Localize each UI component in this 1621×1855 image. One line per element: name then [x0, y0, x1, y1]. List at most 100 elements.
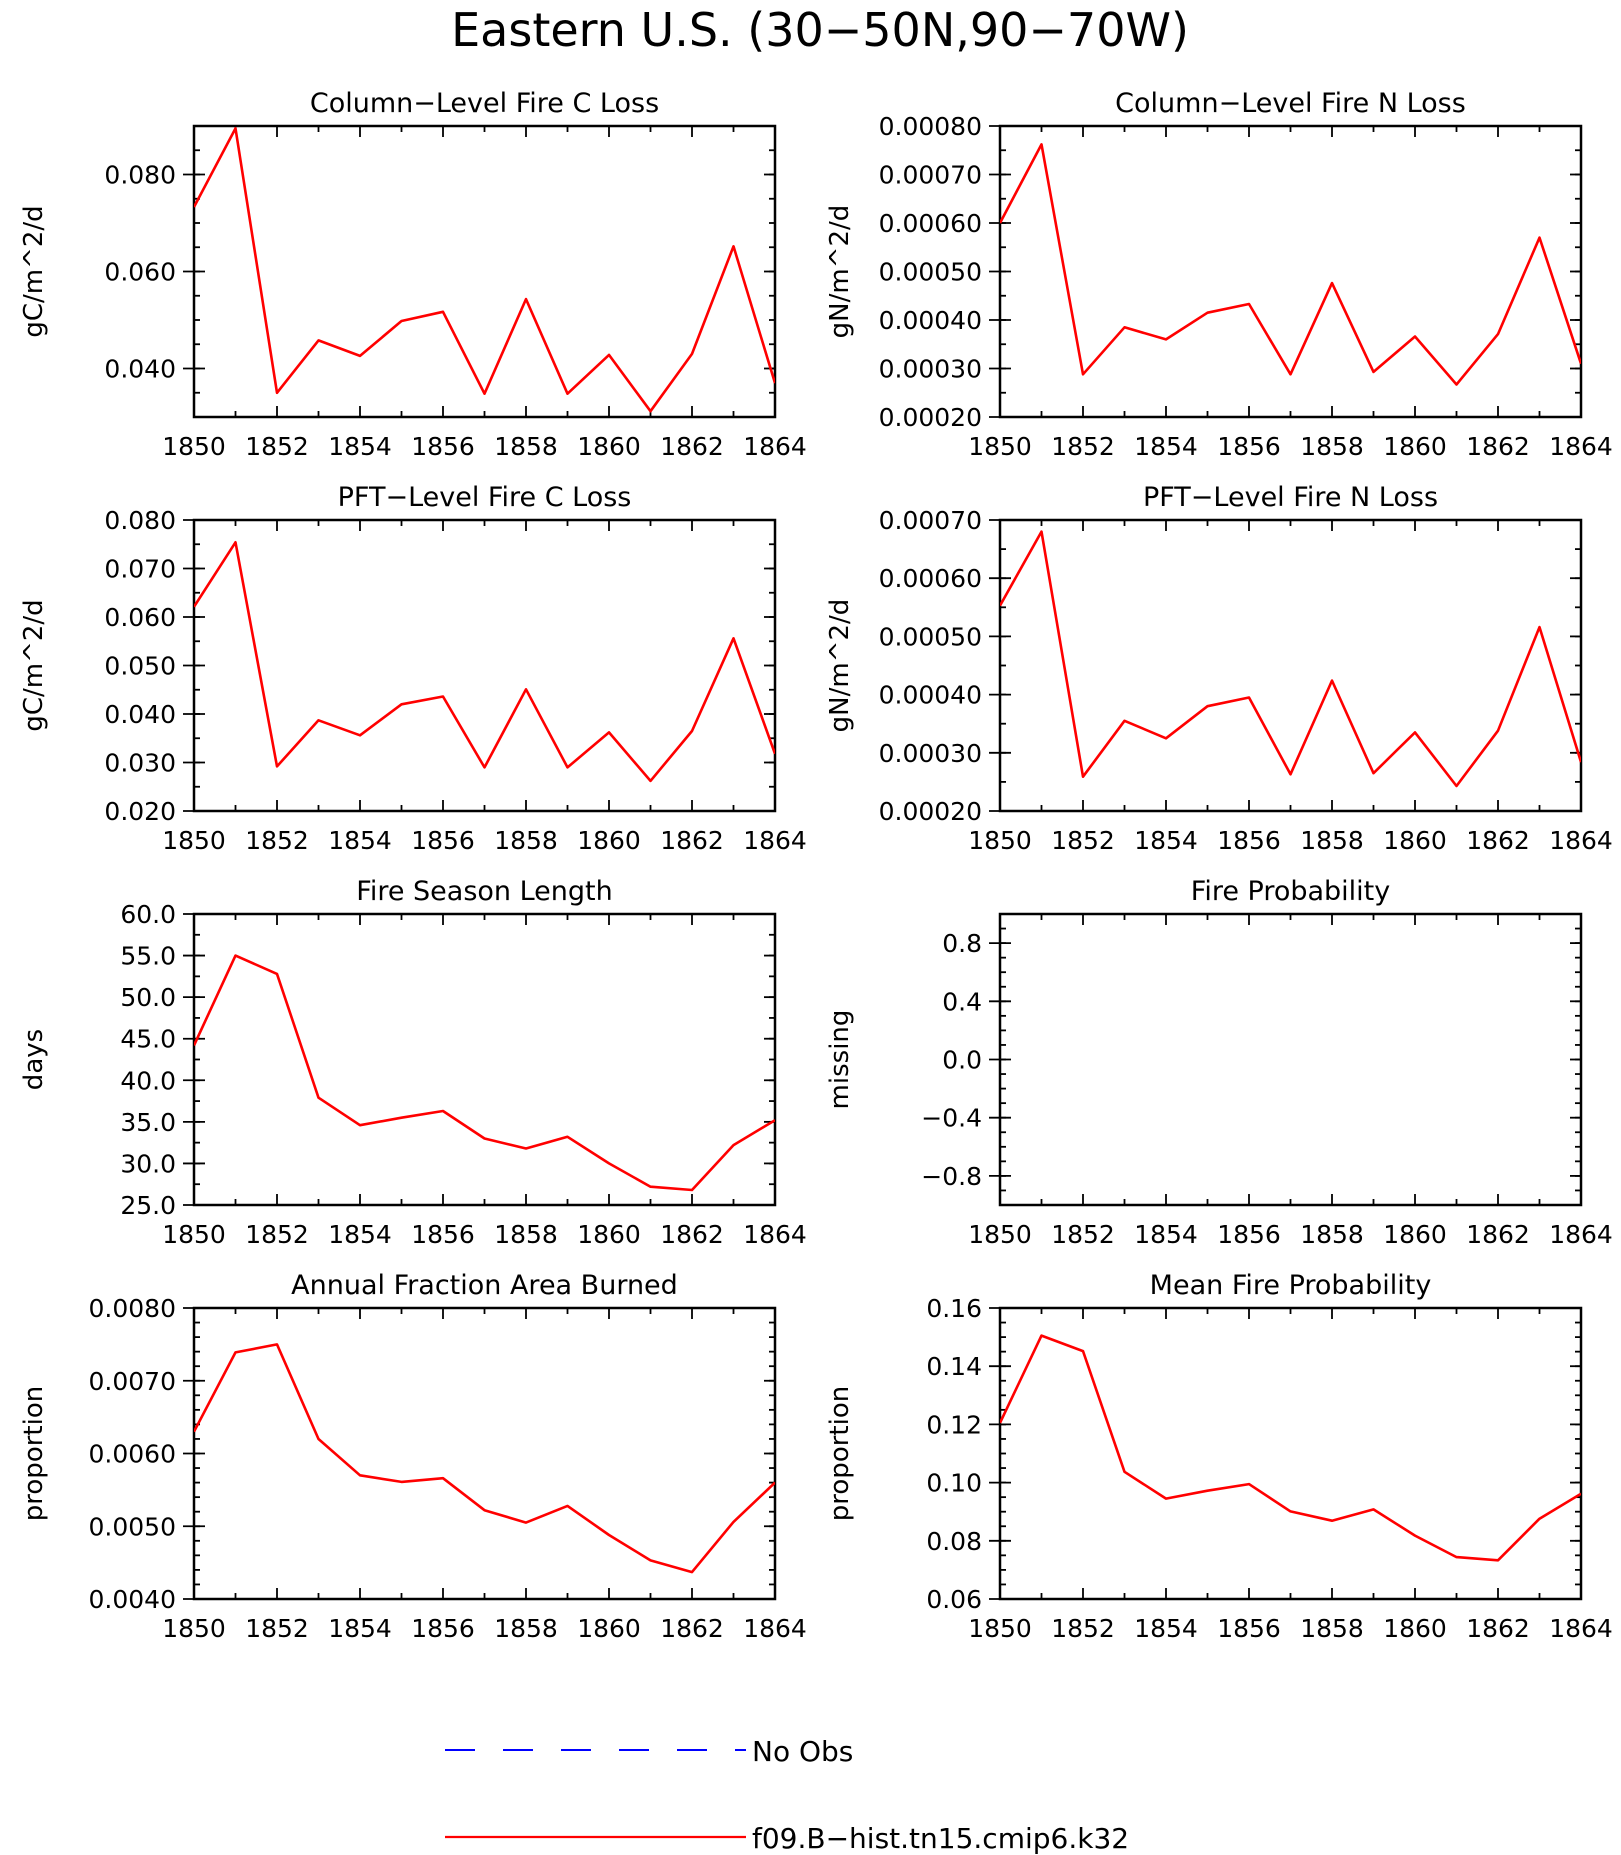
y-tick-label: 0.00050 — [879, 622, 982, 651]
y-tick-label: 0.00080 — [879, 112, 982, 141]
panel-title: Column−Level Fire N Loss — [1115, 88, 1466, 119]
y-tick-label: 25.0 — [120, 1191, 176, 1220]
x-tick-label: 1858 — [494, 1614, 558, 1643]
y-tick-label: 0.0 — [942, 1046, 982, 1075]
x-tick-label: 1854 — [328, 1220, 392, 1249]
series-line-model — [194, 954, 775, 1192]
y-tick-label: 0.060 — [104, 603, 176, 632]
x-tick-label: 1850 — [162, 1614, 226, 1643]
x-tick-label: 1854 — [328, 1614, 392, 1643]
panel-title: Fire Probability — [1191, 876, 1391, 907]
x-tick-label: 1858 — [494, 432, 558, 461]
panel-title: PFT−Level Fire N Loss — [1143, 482, 1438, 513]
x-tick-label: 1864 — [743, 826, 807, 855]
x-tick-label: 1850 — [968, 1614, 1032, 1643]
y-axis-label: gN/m^2/d — [825, 599, 855, 733]
series-line-model — [1000, 530, 1581, 788]
y-tick-label: 35.0 — [120, 1108, 176, 1137]
x-tick-label: 1856 — [1217, 826, 1281, 855]
y-tick-label: 0.0060 — [89, 1440, 176, 1469]
x-tick-label: 1854 — [1134, 432, 1198, 461]
y-axis-label: proportion — [19, 1386, 49, 1521]
x-tick-label: 1850 — [968, 1220, 1032, 1249]
y-tick-label: 0.080 — [104, 161, 176, 190]
y-tick-label: 0.00050 — [879, 258, 982, 287]
x-tick-label: 1862 — [1466, 1614, 1530, 1643]
panel-4: PFT−Level Fire N Loss gN/m^2/d 1850 1852 185… — [825, 482, 1613, 855]
panel-2: Column−Level Fire N Loss gN/m^2/d 1850 1852… — [825, 88, 1613, 461]
y-tick-label: 0.00040 — [879, 681, 982, 710]
x-tick-label: 1864 — [1549, 826, 1613, 855]
panel-5: Fire Season Length days 1850 1852 1854 1856 18… — [19, 876, 807, 1249]
y-tick-label: 0.08 — [926, 1527, 982, 1556]
panel-title: Mean Fire Probability — [1150, 1270, 1432, 1301]
x-tick-label: 1864 — [743, 432, 807, 461]
series-line-model — [1000, 143, 1581, 386]
panel-title: Column−Level Fire C Loss — [310, 88, 659, 119]
x-tick-label: 1860 — [1383, 1220, 1447, 1249]
y-tick-label: 0.14 — [926, 1352, 982, 1381]
y-tick-label: −0.4 — [921, 1104, 982, 1133]
x-tick-label: 1864 — [1549, 432, 1613, 461]
x-tick-label: 1850 — [968, 432, 1032, 461]
series-line-model — [194, 540, 775, 783]
x-tick-label: 1852 — [245, 432, 309, 461]
y-tick-label: 0.00040 — [879, 306, 982, 335]
plot-frame — [192, 912, 777, 1207]
x-tick-label: 1858 — [494, 1220, 558, 1249]
x-tick-label: 1852 — [1051, 826, 1115, 855]
x-tick-label: 1852 — [245, 1220, 309, 1249]
figure-title: Eastern U.S. (30−50N,90−70W) — [451, 3, 1189, 57]
x-tick-label: 1854 — [1134, 1220, 1198, 1249]
legend-label-obs: No Obs — [752, 1735, 853, 1768]
legend-label-model: f09.B−hist.tn15.cmip6.k32 — [752, 1822, 1129, 1855]
y-tick-label: 40.0 — [120, 1066, 176, 1095]
x-tick-label: 1852 — [1051, 1614, 1115, 1643]
x-tick-label: 1854 — [1134, 826, 1198, 855]
y-tick-label: 0.00020 — [879, 797, 982, 826]
y-axis-label: gN/m^2/d — [825, 205, 855, 339]
x-tick-label: 1864 — [1549, 1220, 1613, 1249]
x-tick-label: 1862 — [1466, 1220, 1530, 1249]
x-tick-label: 1856 — [1217, 1614, 1281, 1643]
y-tick-label: 0.060 — [104, 258, 176, 287]
x-tick-label: 1862 — [660, 826, 724, 855]
x-tick-label: 1862 — [660, 1220, 724, 1249]
panel-6: Fire Probability missing 1850 1852 1854 1856 1… — [825, 876, 1613, 1249]
x-tick-label: 1862 — [1466, 432, 1530, 461]
y-tick-label: 0.8 — [942, 929, 982, 958]
plot-frame — [998, 912, 1583, 1207]
x-tick-label: 1860 — [577, 1220, 641, 1249]
x-tick-label: 1860 — [1383, 432, 1447, 461]
x-tick-label: 1850 — [968, 826, 1032, 855]
y-axis-label: proportion — [825, 1386, 855, 1521]
series-line-model — [194, 127, 775, 413]
y-tick-label: 0.040 — [104, 700, 176, 729]
x-tick-label: 1850 — [162, 826, 226, 855]
x-tick-label: 1860 — [1383, 826, 1447, 855]
y-tick-label: 0.10 — [926, 1469, 982, 1498]
x-tick-label: 1858 — [1300, 1614, 1364, 1643]
x-tick-label: 1858 — [1300, 1220, 1364, 1249]
panel-title: Fire Season Length — [356, 876, 612, 907]
x-tick-label: 1852 — [245, 826, 309, 855]
series-line-model — [194, 1343, 775, 1574]
y-tick-label: 0.00070 — [879, 161, 982, 190]
y-tick-label: 45.0 — [120, 1025, 176, 1054]
panel-title: PFT−Level Fire C Loss — [338, 482, 632, 513]
x-tick-label: 1862 — [660, 1614, 724, 1643]
x-tick-label: 1854 — [328, 826, 392, 855]
x-tick-label: 1864 — [743, 1220, 807, 1249]
panel-title: Annual Fraction Area Burned — [291, 1270, 678, 1301]
y-tick-label: 0.0080 — [89, 1294, 176, 1323]
y-tick-label: 0.040 — [104, 355, 176, 384]
y-tick-label: 0.080 — [104, 506, 176, 535]
y-tick-label: 55.0 — [120, 942, 176, 971]
y-axis-label: missing — [825, 1010, 855, 1110]
y-tick-label: 0.00060 — [879, 564, 982, 593]
y-tick-label: 0.0040 — [89, 1585, 176, 1614]
y-tick-label: 0.070 — [104, 555, 176, 584]
y-tick-label: 30.0 — [120, 1149, 176, 1178]
y-tick-label: 0.00030 — [879, 739, 982, 768]
